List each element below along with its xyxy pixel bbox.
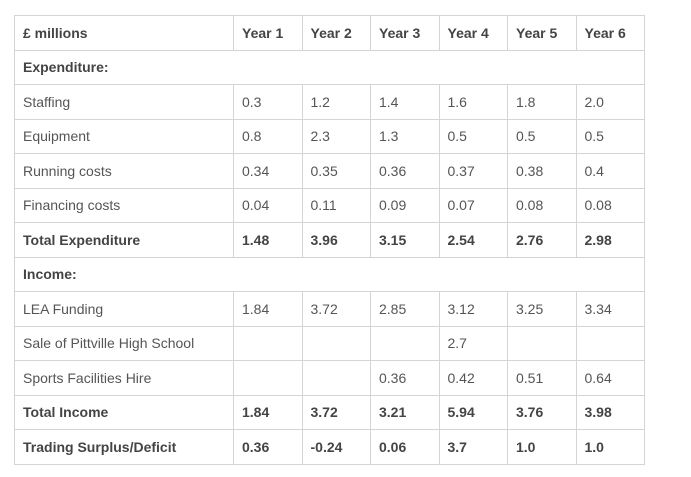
value-cell: 0.8 [233, 118, 303, 154]
table-row: LEA Funding 1.84 3.72 2.85 3.12 3.25 3.34 [14, 291, 645, 327]
value-cell: 0.4 [575, 153, 645, 189]
row-label: Sports Facilities Hire [14, 360, 234, 396]
value-cell [507, 325, 577, 361]
value-cell: 2.0 [575, 84, 645, 120]
header-cell: Year 4 [438, 15, 508, 51]
value-cell: 0.08 [507, 187, 577, 223]
value-cell: 0.36 [370, 360, 440, 396]
value-cell: 0.09 [370, 187, 440, 223]
value-cell: 2.85 [370, 291, 440, 327]
value-cell: 0.35 [301, 153, 371, 189]
row-label: Financing costs [14, 187, 234, 223]
row-label: Equipment [14, 118, 234, 154]
value-cell: 1.6 [438, 84, 508, 120]
row-label: Running costs [14, 153, 234, 189]
value-cell: 1.3 [370, 118, 440, 154]
table-row: Equipment 0.8 2.3 1.3 0.5 0.5 0.5 [14, 118, 645, 154]
value-cell: 3.7 [438, 429, 508, 465]
header-cell: Year 5 [507, 15, 577, 51]
value-cell: 2.3 [301, 118, 371, 154]
value-cell: 3.72 [301, 291, 371, 327]
table-row: Financing costs 0.04 0.11 0.09 0.07 0.08 0.08 [14, 187, 645, 223]
value-cell: 0.5 [575, 118, 645, 154]
value-cell: 3.72 [301, 394, 371, 430]
value-cell: 0.38 [507, 153, 577, 189]
value-cell: 0.11 [301, 187, 371, 223]
total-row: Total Income 1.84 3.72 3.21 5.94 3.76 3.98 [14, 394, 645, 430]
row-label: Sale of Pittville High School [14, 325, 234, 361]
value-cell: 5.94 [438, 394, 508, 430]
value-cell: 1.48 [233, 222, 303, 258]
value-cell: 2.76 [507, 222, 577, 258]
section-row: Income: [14, 256, 645, 292]
value-cell: 0.64 [575, 360, 645, 396]
value-cell [233, 325, 303, 361]
header-cell: Year 6 [575, 15, 645, 51]
value-cell: 1.8 [507, 84, 577, 120]
value-cell: 0.36 [233, 429, 303, 465]
value-cell: 0.3 [233, 84, 303, 120]
table-row: Staffing 0.3 1.2 1.4 1.6 1.8 2.0 [14, 84, 645, 120]
value-cell: 0.08 [575, 187, 645, 223]
value-cell: 1.0 [575, 429, 645, 465]
financial-table: £ millions Year 1 Year 2 Year 3 Year 4 Y… [14, 15, 645, 465]
value-cell: 0.37 [438, 153, 508, 189]
value-cell: 1.84 [233, 394, 303, 430]
table-row: Sale of Pittville High School 2.7 [14, 325, 645, 361]
value-cell [575, 325, 645, 361]
value-cell: 3.98 [575, 394, 645, 430]
value-cell: 3.21 [370, 394, 440, 430]
value-cell [301, 325, 371, 361]
value-cell: 3.15 [370, 222, 440, 258]
value-cell: 0.51 [507, 360, 577, 396]
value-cell: 1.0 [507, 429, 577, 465]
value-cell: 1.4 [370, 84, 440, 120]
value-cell: 2.7 [438, 325, 508, 361]
value-cell: 3.96 [301, 222, 371, 258]
value-cell: 2.98 [575, 222, 645, 258]
total-row: Total Expenditure 1.48 3.96 3.15 2.54 2.76 2.9… [14, 222, 645, 258]
row-label: Trading Surplus/Deficit [14, 429, 234, 465]
value-cell: 3.34 [575, 291, 645, 327]
value-cell: 0.07 [438, 187, 508, 223]
value-cell: 3.12 [438, 291, 508, 327]
table-container: £ millions Year 1 Year 2 Year 3 Year 4 Y… [14, 15, 645, 465]
header-cell: Year 3 [370, 15, 440, 51]
header-cell: £ millions [14, 15, 234, 51]
header-cell: Year 2 [301, 15, 371, 51]
value-cell: 2.54 [438, 222, 508, 258]
value-cell: 3.76 [507, 394, 577, 430]
value-cell: 0.42 [438, 360, 508, 396]
table-body: Expenditure: Staffing 0.3 1.2 1.4 1.6 1.8 2.0 Eq… [14, 49, 645, 465]
value-cell [233, 360, 303, 396]
table-header-row: £ millions Year 1 Year 2 Year 3 Year 4 Y… [14, 15, 645, 51]
value-cell: 3.25 [507, 291, 577, 327]
value-cell: 0.5 [507, 118, 577, 154]
table-row: Sports Facilities Hire 0.36 0.42 0.51 0.64 [14, 360, 645, 396]
value-cell: 1.84 [233, 291, 303, 327]
row-label: Total Income [14, 394, 234, 430]
value-cell: 0.04 [233, 187, 303, 223]
row-label: Total Expenditure [14, 222, 234, 258]
value-cell: 1.2 [301, 84, 371, 120]
total-row: Trading Surplus/Deficit 0.36 -0.24 0.06 3.7 1… [14, 429, 645, 465]
table-row: Running costs 0.34 0.35 0.36 0.37 0.38 0.4 [14, 153, 645, 189]
value-cell: 0.5 [438, 118, 508, 154]
row-label: Staffing [14, 84, 234, 120]
section-label: Expenditure: [14, 49, 645, 85]
section-label: Income: [14, 256, 645, 292]
header-cell: Year 1 [233, 15, 303, 51]
row-label: LEA Funding [14, 291, 234, 327]
value-cell: -0.24 [301, 429, 371, 465]
value-cell: 0.34 [233, 153, 303, 189]
section-row: Expenditure: [14, 49, 645, 85]
value-cell: 0.06 [370, 429, 440, 465]
value-cell [301, 360, 371, 396]
value-cell [370, 325, 440, 361]
value-cell: 0.36 [370, 153, 440, 189]
